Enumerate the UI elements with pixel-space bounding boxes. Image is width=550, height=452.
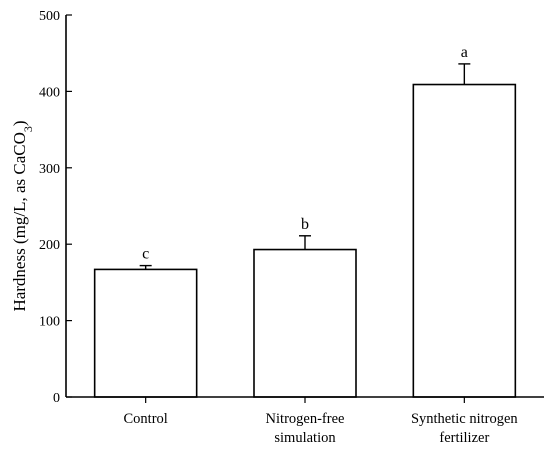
x-tick-label-line: Nitrogen-free [266,411,345,427]
y-axis-title-subscript: 3 [21,126,35,132]
y-tick-label: 0 [53,391,60,406]
significance-letters: c b a [142,44,468,263]
significance-letter: b [301,216,309,233]
significance-letter: a [461,44,468,61]
bar-1 [93,268,198,398]
y-axis-title-main: Hardness (mg/L, as CaCO [10,132,29,311]
y-axis-title-suffix: ) [10,120,29,126]
error-bars-group [139,63,471,270]
x-tick-label-line: fertilizer [439,430,489,446]
axes [65,15,544,403]
y-axis-title: Hardness (mg/L, as CaCO3) [10,120,35,311]
x-tick-label-line: Control [124,411,168,427]
y-tick-label: 300 [39,162,60,177]
bar-2 [253,248,357,398]
significance-letter: c [142,246,149,263]
x-tick-label: Nitrogen-free simulation [266,411,345,446]
bar-3 [412,83,517,398]
x-axis-tick-labels: Control Nitrogen-free simulation Synthetic … [124,411,519,446]
y-tick-label: 200 [39,238,60,253]
y-tick-label: 500 [39,9,60,24]
y-tick-label: 400 [39,85,60,100]
x-tick-label-line: simulation [274,430,336,446]
y-axis-ticks: 0 100 200 300 400 500 [39,9,72,406]
x-tick-label: Control [124,411,168,427]
x-tick-label: Synthetic nitrogen fertilizer [411,411,518,446]
x-tick-label-line: Synthetic nitrogen [411,411,518,427]
bars-group [93,83,517,398]
y-tick-label: 100 [39,315,60,330]
